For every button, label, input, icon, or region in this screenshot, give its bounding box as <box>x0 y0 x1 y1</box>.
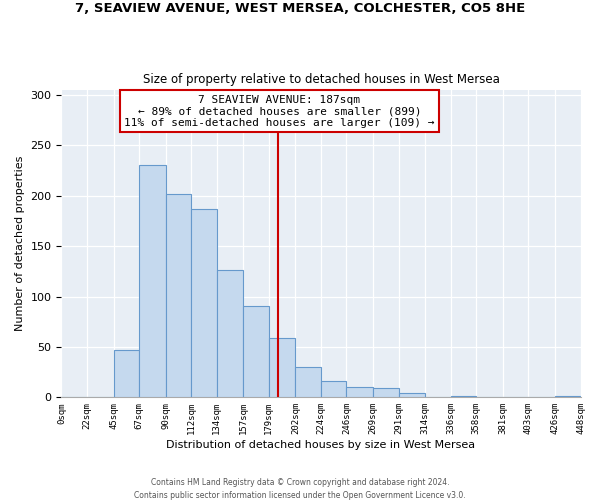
Y-axis label: Number of detached properties: Number of detached properties <box>15 156 25 332</box>
Bar <box>321 381 346 398</box>
Bar <box>269 338 295 398</box>
X-axis label: Distribution of detached houses by size in West Mersea: Distribution of detached houses by size … <box>166 440 476 450</box>
Bar <box>166 194 191 398</box>
Text: 7 SEAVIEW AVENUE: 187sqm
← 89% of detached houses are smaller (899)
11% of semi-: 7 SEAVIEW AVENUE: 187sqm ← 89% of detach… <box>124 94 434 128</box>
Bar <box>113 350 139 398</box>
Text: Contains HM Land Registry data © Crown copyright and database right 2024.
Contai: Contains HM Land Registry data © Crown c… <box>134 478 466 500</box>
Bar <box>555 396 580 398</box>
Bar <box>398 394 425 398</box>
Bar <box>451 396 476 398</box>
Bar <box>373 388 398 398</box>
Bar <box>295 367 321 398</box>
Bar <box>346 388 373 398</box>
Bar <box>139 164 166 398</box>
Text: 7, SEAVIEW AVENUE, WEST MERSEA, COLCHESTER, CO5 8HE: 7, SEAVIEW AVENUE, WEST MERSEA, COLCHEST… <box>75 2 525 16</box>
Bar <box>244 306 269 398</box>
Bar <box>217 270 244 398</box>
Title: Size of property relative to detached houses in West Mersea: Size of property relative to detached ho… <box>143 73 499 86</box>
Bar <box>191 209 217 398</box>
